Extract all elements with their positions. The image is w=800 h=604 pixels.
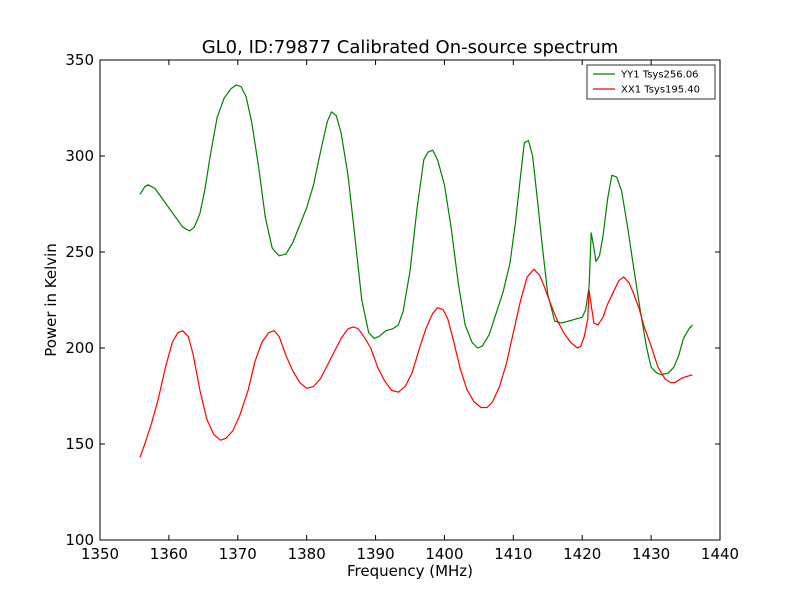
plot-area xyxy=(99,59,721,541)
x-tick-label: 1360 xyxy=(150,545,188,563)
axis-ticks: 1350 1360 1370 1380 1390 1400 1410 1420 1430 1440… xyxy=(65,51,739,563)
y-tick-label: 100 xyxy=(65,531,94,549)
y-tick-label: 250 xyxy=(65,243,94,261)
y-tick-label: 350 xyxy=(65,51,94,69)
x-tick-label: 1370 xyxy=(219,545,257,563)
y-tick-label: 150 xyxy=(65,435,94,453)
x-tick-label: 1440 xyxy=(701,545,739,563)
series-line-yy1 xyxy=(139,84,693,376)
legend-box xyxy=(586,64,716,100)
series-layer xyxy=(139,84,693,458)
chart-title: GL0, ID:79877 Calibrated On-source spect… xyxy=(202,37,619,58)
x-tick-label: 1380 xyxy=(288,545,326,563)
series-line-xx1 xyxy=(139,268,693,458)
y-tick-label: 200 xyxy=(65,339,94,357)
x-tick-label: 1410 xyxy=(494,545,532,563)
x-tick-label: 1420 xyxy=(563,545,601,563)
legend: YY1 Tsys256.06 XX1 Tsys195.40 xyxy=(586,64,716,100)
x-tick-label: 1430 xyxy=(632,545,670,563)
x-tick-label: 1350 xyxy=(81,545,119,563)
y-tick-label: 300 xyxy=(65,147,94,165)
y-axis-label: Power in Kelvin xyxy=(42,243,60,357)
x-axis-label: Frequency (MHz) xyxy=(347,562,473,580)
legend-label: YY1 Tsys256.06 xyxy=(620,70,699,81)
x-tick-label: 1400 xyxy=(425,545,463,563)
legend-label: XX1 Tsys195.40 xyxy=(621,85,700,96)
x-tick-label: 1390 xyxy=(356,545,394,563)
